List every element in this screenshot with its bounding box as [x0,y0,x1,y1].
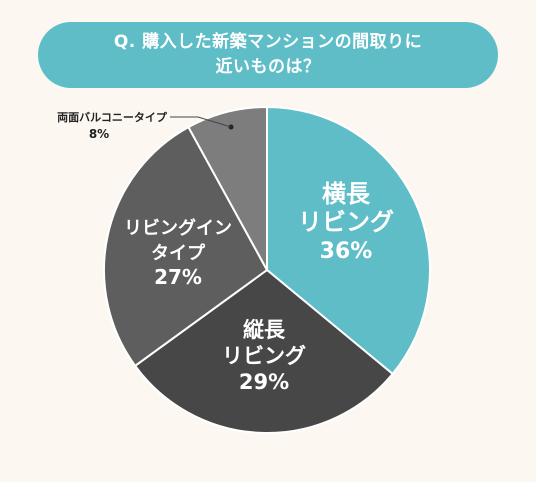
slice-label-2-line-2: リビング [222,344,306,368]
slice-label-3-line-1: リビングイン [124,217,232,239]
slice-label-1-line-2: リビング [298,208,394,236]
pie-slice-1 [266,105,431,376]
slice-label-3-line-2: タイプ [151,242,206,264]
slice-label-2-line-1: 縦長 [243,318,286,342]
title-banner: Q. 購入した新築マンションの間取りに 近いものは？ [38,22,498,88]
slice-label-1-line-1: 横長 [322,180,371,208]
slice-value-2: 29% [239,370,289,394]
leader-line [170,116,232,128]
slice-value-3: 27% [154,265,202,289]
pie-slice-4 [187,105,268,271]
pie-slice-3 [103,125,269,368]
slice-value-1: 36% [320,239,373,264]
title-line-1: Q. 購入した新築マンションの間取りに [113,32,423,52]
slice-label-4: 両面バルコニータイプ [57,110,168,124]
title-line-2: 近いものは？ [215,57,321,77]
slice-value-4: 8% [89,127,109,141]
pie-slice-2 [133,268,394,434]
